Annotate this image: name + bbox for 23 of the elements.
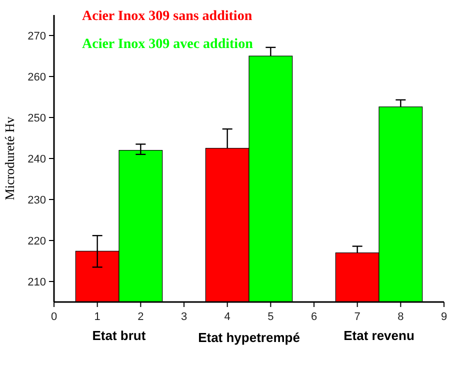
x-tick-label: 4: [224, 311, 230, 323]
x-tick-label: 8: [398, 311, 404, 323]
x-tick-label: 9: [440, 311, 448, 323]
y-tick-label: 210: [28, 276, 46, 288]
text: Etat brut: [92, 328, 146, 343]
series-label: Acier Inox 309 avec addition: [82, 37, 254, 52]
y-tick-label: 270: [28, 30, 46, 42]
y-tick-label: 240: [28, 153, 46, 166]
x-tick-label: 2: [138, 311, 144, 323]
x-tick-label: 6: [310, 311, 318, 323]
y-tick-label: 250: [28, 112, 46, 124]
x-tick-label: 0: [50, 311, 58, 323]
y-tick-label: 260: [28, 71, 46, 84]
text: Etat revenu: [344, 328, 414, 343]
x-tick-label: 7: [354, 311, 360, 323]
x-tick-label: 5: [268, 311, 274, 323]
y-axis-title: Microdureté Hv: [2, 116, 17, 200]
text: Etat hypetrempé: [198, 330, 300, 345]
text: Acier Inox 309 sans addition: [82, 9, 252, 24]
x-tick-label: 1: [94, 311, 100, 323]
y-tick-label: 230: [28, 194, 46, 206]
y-tick-label: 220: [28, 235, 46, 248]
x-tick-label: 3: [180, 311, 188, 323]
